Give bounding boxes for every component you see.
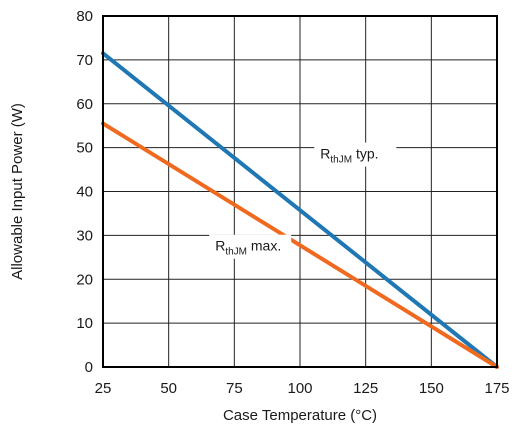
- x-tick-label: 150: [419, 380, 444, 397]
- x-tick-label: 100: [287, 380, 312, 397]
- x-tick-labels: 25 50 75 100 125 150 175: [95, 380, 510, 397]
- annotations: RthJM typ. RthJM max.: [209, 142, 397, 259]
- x-tick-label: 125: [353, 380, 378, 397]
- x-axis-label: Case Temperature (°C): [223, 407, 377, 424]
- series-layer: [101, 51, 499, 369]
- y-axis-label: Allowable Input Power (W): [9, 103, 26, 280]
- x-tick-label: 25: [95, 380, 112, 397]
- y-tick-label: 30: [76, 227, 93, 244]
- series-label: RthJM max.: [215, 238, 281, 258]
- y-tick-label: 60: [76, 96, 93, 113]
- plot-frame: [102, 15, 498, 368]
- y-tick-label: 80: [76, 8, 93, 25]
- y-tick-label: 0: [85, 359, 93, 376]
- x-tick-label: 75: [226, 380, 243, 397]
- x-tick-label: 50: [160, 380, 177, 397]
- y-tick-labels: 0 10 20 30 40 50 60 70 80: [76, 8, 93, 376]
- series-line-rthjm-max: [101, 121, 499, 369]
- y-tick-label: 40: [76, 184, 93, 201]
- y-tick-label: 10: [76, 315, 93, 332]
- x-tick-label: 175: [484, 380, 509, 397]
- annotation-background: [209, 234, 292, 259]
- y-tick-label: 20: [76, 271, 93, 288]
- series-label: RthJM typ.: [320, 146, 378, 166]
- grid: [102, 15, 498, 368]
- y-tick-label: 70: [76, 52, 93, 69]
- y-tick-label: 50: [76, 140, 93, 157]
- annotation-background: [314, 142, 397, 167]
- series-line-rthjm-typ: [101, 51, 499, 369]
